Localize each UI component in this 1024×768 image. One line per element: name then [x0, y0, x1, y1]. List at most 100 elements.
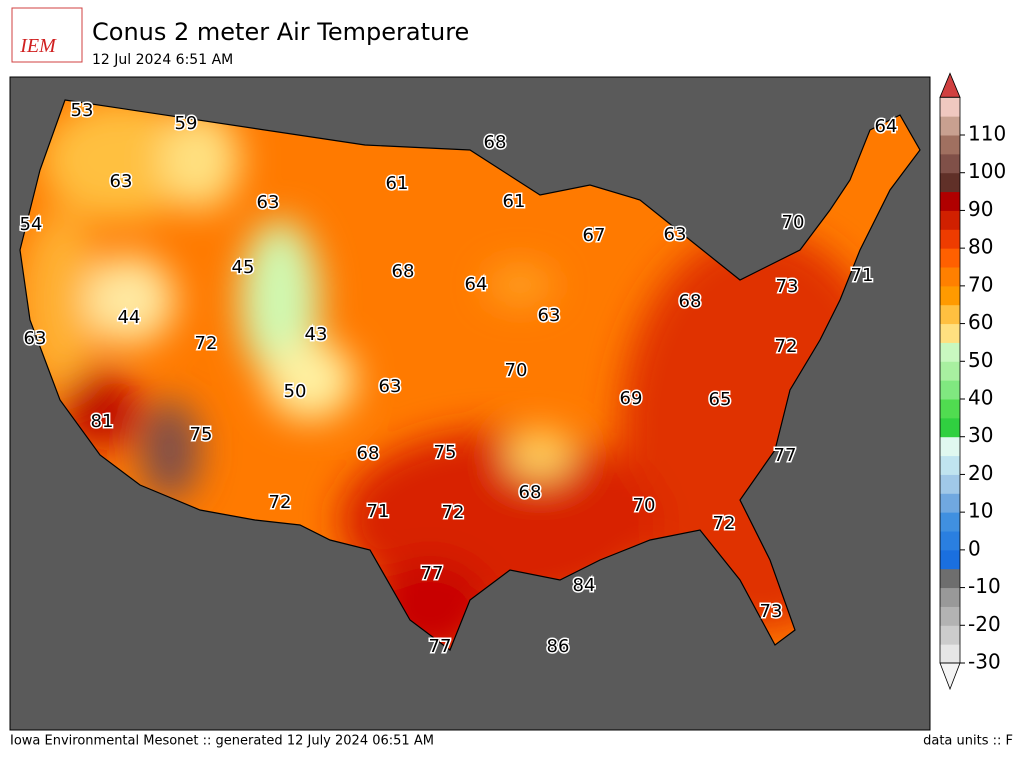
station-value: 43 — [305, 324, 328, 345]
station-value: 59 — [175, 113, 198, 134]
colorbar-bin — [940, 436, 960, 457]
colorbar-bin — [940, 304, 960, 325]
colorbar-tick-label: 30 — [968, 423, 993, 447]
station-value: 67 — [583, 225, 606, 246]
station-value: 64 — [465, 274, 488, 295]
colorbar-tick-label: 70 — [968, 272, 993, 296]
colorbar-bin — [940, 210, 960, 230]
colorbar-bin — [940, 361, 960, 381]
colorbar-bin — [940, 229, 960, 249]
logo-text: IEM — [19, 35, 57, 57]
colorbar-tick-label: 10 — [968, 499, 993, 523]
colorbar-tick-label: -20 — [968, 612, 1001, 636]
colorbar-tick-label: 110 — [968, 122, 1006, 146]
station-value: 63 — [379, 376, 402, 397]
colorbar-bin — [940, 644, 960, 664]
station-value: 70 — [633, 495, 656, 516]
station-value: 53 — [71, 100, 94, 121]
colorbar-bin — [940, 625, 960, 645]
station-value: 61 — [386, 173, 409, 194]
station-value: 44 — [118, 307, 141, 328]
colorbar-bin — [940, 417, 960, 438]
station-value: 72 — [269, 492, 292, 513]
colorbar-bin — [940, 248, 960, 268]
colorbar-bin — [940, 606, 960, 626]
station-value: 45 — [232, 257, 255, 278]
colorbar-tick-label: 0 — [968, 536, 981, 560]
colorbar-bin — [940, 191, 960, 211]
station-value: 84 — [573, 575, 596, 596]
logo: IEM — [11, 7, 83, 63]
colorbar: -30 -20 -10 0 10 20 30 40 50 60 70 80 90 100 110 — [939, 72, 1006, 691]
station-value: 68 — [519, 482, 542, 503]
colorbar-frame — [939, 96, 961, 664]
colorbar-bin — [940, 568, 960, 589]
station-value: 72 — [195, 333, 218, 354]
colorbar-tick-label: 90 — [968, 197, 993, 221]
station-value: 77 — [429, 636, 452, 657]
station-value: 65 — [709, 389, 732, 410]
colorbar-bin — [940, 267, 960, 287]
title: Conus 2 meter Air Temperature — [92, 18, 469, 46]
station-value: 77 — [774, 445, 797, 466]
station-value: 72 — [713, 513, 736, 534]
station-value: 68 — [357, 443, 380, 464]
station-value: 63 — [24, 328, 47, 349]
station-value: 75 — [190, 424, 213, 445]
colorbar-top-arrow — [939, 72, 961, 98]
station-value: 50 — [284, 381, 307, 402]
footer-right: data units :: F — [923, 734, 1013, 749]
station-value: 63 — [257, 192, 280, 213]
colorbar-bottom-arrow — [939, 662, 961, 691]
colorbar-bin — [940, 285, 960, 306]
colorbar-bin — [940, 587, 960, 607]
station-value: 73 — [776, 276, 799, 297]
station-value: 71 — [367, 501, 390, 522]
station-value: 86 — [547, 636, 570, 657]
colorbar-bin — [940, 493, 960, 513]
colorbar-bin — [940, 399, 960, 419]
station-value: 70 — [782, 212, 805, 233]
station-value: 77 — [421, 563, 444, 584]
station-value: 72 — [775, 336, 798, 357]
colorbar-bin — [940, 474, 960, 494]
footer-left: Iowa Environmental Mesonet :: generated … — [10, 734, 434, 749]
station-value: 63 — [538, 305, 561, 326]
station-value: 68 — [484, 132, 507, 153]
colorbar-bin — [940, 135, 960, 155]
colorbar-tick-label: -10 — [968, 574, 1001, 598]
station-value: 75 — [434, 442, 457, 463]
colorbar-bin — [940, 549, 960, 570]
colorbar-tick-label: 100 — [968, 159, 1006, 183]
colorbar-bin — [940, 512, 960, 532]
colorbar-tick-label: 50 — [968, 348, 993, 372]
station-value: 68 — [679, 291, 702, 312]
colorbar-bin — [940, 323, 960, 343]
station-value: 73 — [760, 601, 783, 622]
colorbar-tick-label: 20 — [968, 461, 993, 485]
colorbar-tick-label: -30 — [968, 650, 1001, 674]
station-value: 63 — [110, 171, 133, 192]
station-value: 61 — [503, 191, 526, 212]
station-value: 71 — [851, 265, 874, 286]
colorbar-bin — [940, 380, 960, 400]
colorbar-tick-label: 40 — [968, 386, 993, 410]
subtitle: 12 Jul 2024 6:51 AM — [92, 52, 233, 68]
station-value: 70 — [505, 360, 528, 381]
station-labels: 53 59 68 64 63 61 61 63 54 67 63 70 45 68 64 71 73 44 63 68… — [18, 99, 899, 659]
station-value: 63 — [664, 224, 687, 245]
station-value: 68 — [392, 261, 415, 282]
station-value: 81 — [91, 411, 114, 432]
colorbar-bin — [940, 116, 960, 136]
station-value: 54 — [20, 214, 43, 235]
station-value: 69 — [620, 388, 643, 409]
station-value: 64 — [875, 116, 898, 137]
colorbar-tick-label: 80 — [968, 235, 993, 259]
colorbar-bin — [940, 172, 960, 193]
colorbar-bin — [940, 342, 960, 362]
colorbar-bin — [940, 153, 960, 174]
colorbar-tick-label: 60 — [968, 310, 993, 334]
colorbar-bin — [940, 531, 960, 551]
colorbar-bin — [940, 455, 960, 475]
